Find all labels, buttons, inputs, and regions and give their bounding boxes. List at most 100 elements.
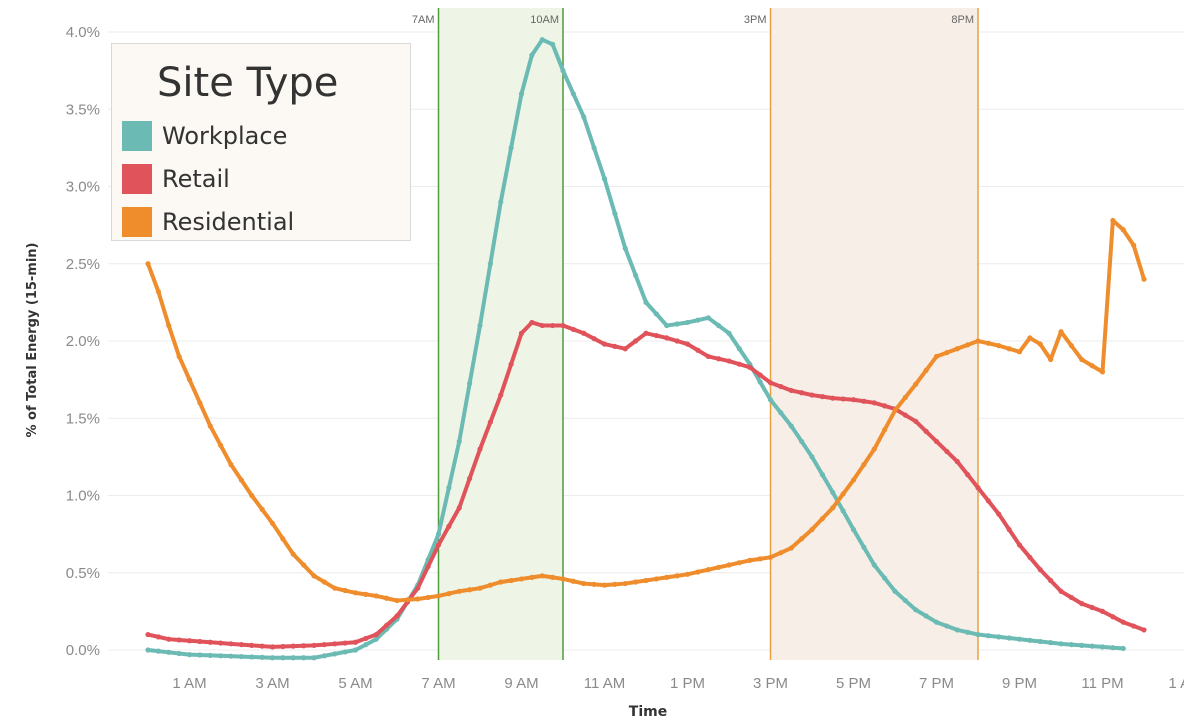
series-retail bbox=[145, 319, 1147, 650]
data-point-workplace bbox=[799, 438, 805, 445]
data-point-workplace bbox=[550, 41, 556, 47]
data-point-retail bbox=[550, 322, 556, 329]
band-boundary-label: 8PM bbox=[951, 14, 974, 26]
data-point-residential bbox=[601, 582, 608, 588]
data-point-residential bbox=[301, 562, 307, 568]
data-point-workplace bbox=[871, 562, 877, 568]
data-point-workplace bbox=[363, 641, 369, 648]
data-point-residential bbox=[155, 288, 161, 295]
data-point-residential bbox=[1016, 349, 1023, 355]
data-point-retail bbox=[716, 356, 722, 362]
data-point-residential bbox=[695, 569, 701, 575]
data-point-retail bbox=[726, 358, 732, 364]
data-point-retail bbox=[1089, 604, 1095, 611]
data-point-retail bbox=[518, 330, 525, 336]
data-point-residential bbox=[487, 582, 493, 588]
data-point-retail bbox=[809, 392, 815, 398]
data-point-retail bbox=[425, 563, 431, 570]
data-point-residential bbox=[249, 492, 255, 499]
data-point-residential bbox=[996, 343, 1002, 349]
data-point-residential bbox=[767, 554, 774, 560]
data-point-residential bbox=[550, 574, 556, 580]
data-point-residential bbox=[819, 516, 825, 522]
data-point-residential bbox=[674, 573, 680, 579]
data-point-residential bbox=[238, 477, 244, 483]
data-point-retail bbox=[238, 641, 244, 648]
data-point-retail bbox=[321, 641, 327, 648]
data-point-workplace bbox=[757, 379, 763, 385]
data-point-workplace bbox=[166, 649, 172, 655]
data-point-residential bbox=[933, 353, 940, 360]
x-tick-label: 5 AM bbox=[338, 675, 372, 692]
data-point-workplace bbox=[1006, 635, 1012, 641]
data-point-workplace bbox=[581, 114, 587, 120]
data-point-residential bbox=[664, 574, 670, 580]
data-point-residential bbox=[1089, 363, 1095, 369]
data-point-residential bbox=[529, 574, 535, 580]
data-point-residential bbox=[280, 536, 286, 542]
x-tick-label: 5 PM bbox=[836, 675, 871, 692]
data-point-residential bbox=[840, 491, 846, 497]
data-point-workplace bbox=[342, 649, 348, 655]
data-point-residential bbox=[1027, 335, 1033, 341]
data-point-workplace bbox=[218, 653, 224, 659]
data-point-residential bbox=[850, 477, 857, 483]
data-point-retail bbox=[311, 642, 317, 648]
data-point-workplace bbox=[695, 317, 701, 323]
data-point-residential bbox=[902, 394, 908, 400]
data-point-workplace bbox=[923, 613, 929, 619]
data-point-residential bbox=[975, 338, 981, 344]
y-tick-label: 4.0% bbox=[66, 24, 100, 41]
data-point-residential bbox=[633, 579, 639, 585]
data-point-residential bbox=[1079, 356, 1085, 363]
y-tick-label: 1.5% bbox=[66, 410, 100, 427]
data-point-workplace bbox=[197, 652, 203, 658]
data-point-workplace bbox=[1058, 641, 1064, 647]
data-point-residential bbox=[456, 588, 462, 594]
data-point-workplace bbox=[726, 330, 732, 336]
data-point-workplace bbox=[653, 311, 659, 317]
data-point-residential bbox=[508, 577, 514, 584]
data-point-workplace bbox=[840, 508, 846, 514]
data-point-workplace bbox=[321, 653, 327, 659]
data-point-residential bbox=[705, 567, 711, 573]
data-point-workplace bbox=[301, 655, 307, 661]
data-point-workplace bbox=[882, 575, 888, 581]
data-point-retail bbox=[508, 361, 514, 367]
data-point-retail bbox=[861, 398, 867, 404]
data-point-workplace bbox=[456, 438, 462, 445]
band-boundary-label: 3PM bbox=[744, 14, 767, 26]
data-point-residential bbox=[778, 550, 784, 556]
data-point-retail bbox=[342, 640, 348, 646]
data-point-workplace bbox=[633, 272, 639, 278]
data-point-retail bbox=[1027, 554, 1033, 560]
data-point-residential bbox=[1110, 217, 1116, 224]
data-point-workplace bbox=[684, 319, 691, 326]
data-point-workplace bbox=[280, 655, 286, 661]
data-point-workplace bbox=[601, 176, 608, 182]
data-point-retail bbox=[985, 498, 991, 504]
data-point-retail bbox=[581, 330, 587, 336]
y-axis-title: % of Total Energy (15-min) bbox=[25, 243, 40, 438]
data-point-residential bbox=[684, 571, 691, 577]
legend-label-workplace: Workplace bbox=[162, 122, 288, 150]
legend-item-workplace: Workplace bbox=[122, 119, 287, 153]
data-point-retail bbox=[487, 419, 493, 425]
data-point-workplace bbox=[674, 321, 680, 327]
data-point-workplace bbox=[705, 315, 711, 321]
data-point-retail bbox=[269, 644, 276, 650]
data-point-residential bbox=[1048, 356, 1054, 363]
data-point-residential bbox=[1141, 276, 1147, 282]
data-point-workplace bbox=[1079, 642, 1085, 648]
data-point-retail bbox=[218, 640, 224, 646]
data-point-residential bbox=[861, 462, 867, 468]
data-point-retail bbox=[819, 394, 825, 400]
data-point-retail bbox=[352, 639, 359, 645]
legend-label-residential: Residential bbox=[162, 208, 295, 236]
series-line-retail bbox=[146, 320, 1146, 649]
data-point-retail bbox=[944, 448, 950, 455]
data-point-retail bbox=[788, 387, 794, 394]
data-point-retail bbox=[933, 438, 940, 445]
data-point-workplace bbox=[965, 629, 971, 635]
